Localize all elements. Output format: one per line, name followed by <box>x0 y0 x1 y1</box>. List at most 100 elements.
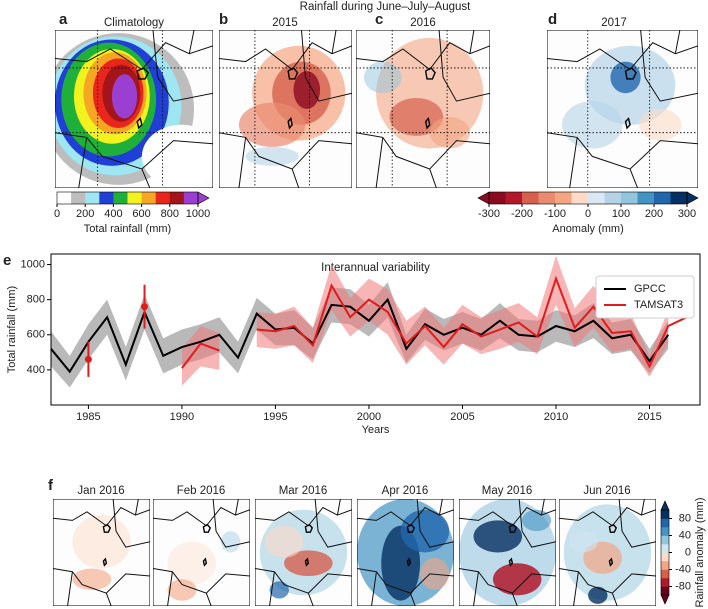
panel-title: Jun 2016 <box>583 485 630 497</box>
colorbar-segment <box>57 192 72 204</box>
panel-title: Feb 2016 <box>177 485 226 497</box>
colorbar-tick-label: -300 <box>478 208 500 220</box>
colorbar-tick-label: 200 <box>76 208 94 220</box>
panel-letter: e <box>3 252 11 269</box>
rain-pattern <box>364 61 402 94</box>
x-tick-label: 2010 <box>544 411 568 423</box>
colorbar-segment <box>555 192 572 204</box>
data-point <box>141 303 149 311</box>
rain-pattern <box>492 563 542 596</box>
colorbar-segment <box>604 192 622 204</box>
colorbar-segment <box>661 510 669 519</box>
colorbar-label: Anomaly (mm) <box>552 223 624 235</box>
panel-letter: b <box>219 11 228 28</box>
lake <box>426 68 435 128</box>
colorbar-segment <box>489 192 506 204</box>
colorbar-extension <box>660 500 670 511</box>
rain-pattern <box>167 579 197 601</box>
rain-pattern <box>220 531 241 553</box>
rain-pattern <box>167 541 217 585</box>
panel-letter: d <box>548 11 557 28</box>
colorbar-segment <box>661 561 669 570</box>
panel-letter: a <box>59 11 68 28</box>
panel-title: 2017 <box>601 17 627 29</box>
colorbar-segment <box>661 586 669 596</box>
colorbar-tick-label: -40 <box>675 563 691 575</box>
colorbar-segment <box>661 518 669 528</box>
rain-pattern <box>588 586 608 604</box>
colorbar-segment <box>661 544 669 553</box>
rain-pattern <box>568 531 598 553</box>
y-tick-label: 600 <box>27 329 45 341</box>
rain-pattern <box>522 509 552 532</box>
map <box>356 30 490 188</box>
panel-title: May 2016 <box>482 485 533 497</box>
colorbar-segment <box>183 192 199 204</box>
rain-pattern <box>269 581 289 599</box>
colorbar-tick-label: 1000 <box>186 208 210 220</box>
rain-pattern <box>111 74 138 119</box>
colorbar-tick-label: -100 <box>544 208 566 220</box>
rain-pattern <box>562 101 623 149</box>
panel-title: Mar 2016 <box>279 485 328 497</box>
figure-title: Rainfall during June–July–August <box>300 1 471 13</box>
lake <box>305 525 312 566</box>
x-tick-label: 1985 <box>76 411 100 423</box>
x-tick-label: 2000 <box>357 411 381 423</box>
x-tick-label: 2005 <box>450 411 474 423</box>
colorbar-tick-label: 0 <box>54 208 60 220</box>
rain-pattern <box>293 71 321 109</box>
colorbar-segment <box>621 192 638 204</box>
rain-pattern <box>473 520 523 553</box>
colorbar-tick-label: 40 <box>679 529 691 541</box>
lake <box>509 525 516 566</box>
map <box>53 499 150 606</box>
map <box>357 499 454 606</box>
colorbar-segment <box>661 527 669 536</box>
colorbar-segment <box>670 192 688 204</box>
colorbar-segment <box>141 192 156 204</box>
map <box>55 30 213 188</box>
plot-frame <box>50 253 701 406</box>
y-axis-label: Total rainfall (mm) <box>6 286 18 373</box>
colorbar-tick-label: 0 <box>685 546 691 558</box>
colorbar-tick-label: -80 <box>675 580 691 592</box>
colorbar-tick-label: 400 <box>104 208 122 220</box>
colorbar-segment <box>654 192 671 204</box>
colorbar-label: Total rainfall (mm) <box>84 223 171 235</box>
colorbar-segment <box>155 192 171 204</box>
panel-title: Jan 2016 <box>77 485 124 497</box>
colorbar-segment <box>661 569 669 579</box>
lake <box>288 68 297 128</box>
panel-title: Apr 2016 <box>382 485 429 497</box>
colorbar-segment <box>661 535 669 545</box>
colorbar-segment <box>661 578 669 587</box>
colorbar-segment <box>71 192 86 204</box>
colorbar-segment <box>522 192 539 204</box>
map <box>255 499 352 606</box>
uncertainty-band <box>256 255 669 377</box>
colorbar-tick-label: 200 <box>645 208 663 220</box>
colorbar-segment <box>538 192 556 204</box>
rain-pattern <box>245 146 299 166</box>
y-tick-label: 1000 <box>21 258 45 270</box>
rain-pattern <box>389 97 444 136</box>
legend-label: TAMSAT3 <box>634 299 683 311</box>
colorbar-segment <box>113 192 128 204</box>
panel-letter: c <box>375 11 383 28</box>
series-line <box>181 275 688 369</box>
colorbar-extension <box>660 594 670 605</box>
lake <box>137 68 148 128</box>
rain-pattern <box>639 109 682 141</box>
rain-pattern <box>429 116 470 149</box>
lake <box>103 525 110 566</box>
map <box>219 30 352 188</box>
colorbar-segment <box>637 192 655 204</box>
map <box>459 499 556 606</box>
map <box>153 499 250 606</box>
colorbar-tick-label: 800 <box>161 208 179 220</box>
rain-pattern <box>72 515 131 569</box>
colorbar-tick-label: 80 <box>679 512 691 524</box>
rain-pattern <box>264 525 304 558</box>
